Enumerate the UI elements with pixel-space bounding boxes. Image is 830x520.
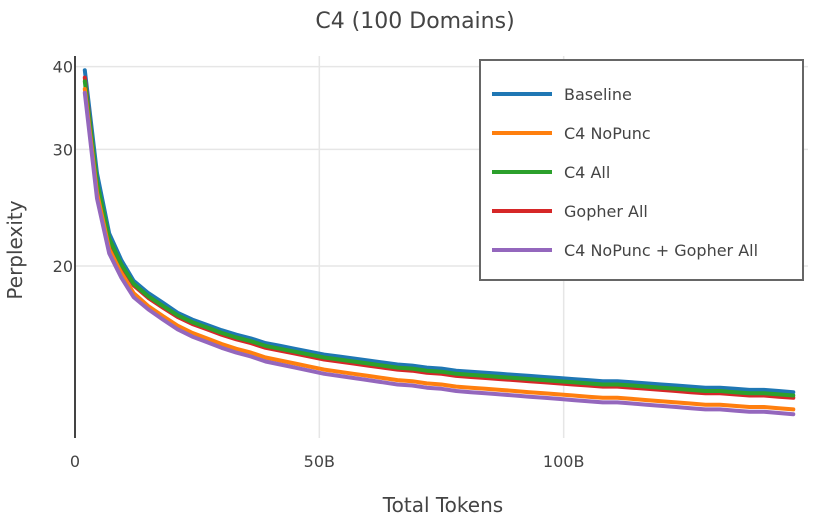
x-tick-label: 0	[70, 452, 80, 471]
series-line-c4-all	[82, 79, 796, 398]
legend-label: C4 All	[564, 163, 610, 182]
series-line-c4-nopunc-gopher-all	[82, 90, 796, 417]
y-axis-title: Perplexity	[3, 200, 27, 299]
legend-label: Gopher All	[564, 202, 648, 221]
legend-label: C4 NoPunc + Gopher All	[564, 241, 758, 260]
y-tick-label: 40	[53, 58, 73, 77]
series-line-baseline	[82, 68, 796, 395]
legend-label: C4 NoPunc	[564, 124, 651, 143]
tick-labels: 0 50B 100B 20 30 40	[53, 58, 585, 471]
x-tick-label: 50B	[304, 452, 335, 471]
series-line-c4-nopunc	[82, 87, 796, 412]
chart-title: C4 (100 Domains)	[315, 9, 514, 34]
y-tick-label: 30	[53, 140, 73, 159]
legend-label: Baseline	[564, 85, 632, 104]
x-tick-label: 100B	[543, 452, 585, 471]
y-tick-label: 20	[53, 257, 73, 276]
x-axis-title: Total Tokens	[382, 493, 503, 517]
series-group	[82, 68, 796, 417]
legend: Baseline C4 NoPunc C4 All Gopher All C4 NoPu…	[479, 59, 804, 281]
